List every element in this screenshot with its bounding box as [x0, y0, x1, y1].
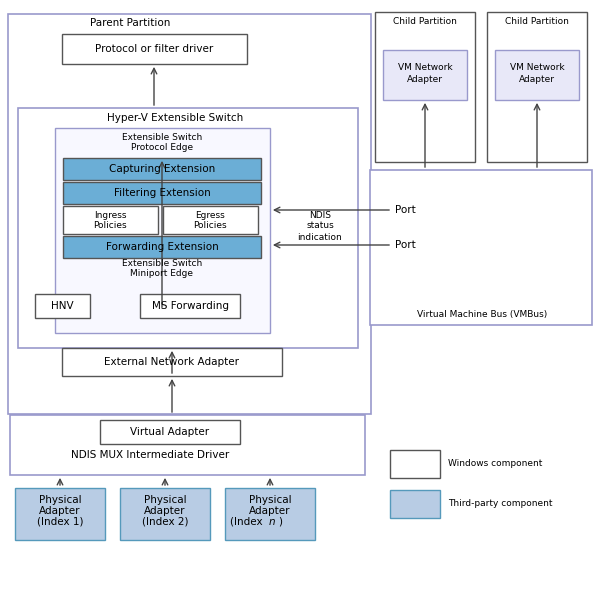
Bar [225, 488, 315, 540]
Text: Child Partition: Child Partition [505, 17, 569, 26]
Bar [63, 236, 261, 258]
Text: Extensible Switch: Extensible Switch [122, 260, 202, 269]
Bar [62, 34, 247, 64]
Text: NDIS MUX Intermediate Driver: NDIS MUX Intermediate Driver [71, 450, 229, 460]
Text: Virtual Adapter: Virtual Adapter [131, 427, 210, 437]
Text: Adapter: Adapter [40, 506, 81, 516]
Text: Physical: Physical [39, 495, 81, 505]
Text: MS Forwarding: MS Forwarding [152, 301, 228, 311]
Text: Miniport Edge: Miniport Edge [131, 269, 193, 278]
Text: Physical: Physical [144, 495, 186, 505]
Bar [35, 294, 90, 318]
Text: Port: Port [395, 205, 416, 215]
Text: NDIS: NDIS [309, 211, 331, 220]
Bar [140, 294, 240, 318]
Bar [18, 108, 358, 348]
Bar [8, 14, 371, 414]
Text: HNV: HNV [51, 301, 73, 311]
Bar [63, 182, 261, 204]
Text: Adapter: Adapter [249, 506, 291, 516]
Bar [55, 128, 270, 333]
Text: Adapter: Adapter [519, 75, 555, 85]
Text: Filtering Extension: Filtering Extension [114, 188, 210, 198]
Text: (Index: (Index [230, 517, 266, 527]
Text: Protocol or filter driver: Protocol or filter driver [95, 44, 213, 54]
Text: Adapter: Adapter [144, 506, 186, 516]
Text: indication: indication [298, 232, 343, 242]
Text: VM Network: VM Network [398, 63, 452, 72]
Text: External Network Adapter: External Network Adapter [104, 357, 240, 367]
Text: Ingress: Ingress [94, 211, 126, 220]
Text: Policies: Policies [193, 220, 227, 229]
Text: VM Network: VM Network [510, 63, 564, 72]
Bar [487, 12, 587, 162]
Text: n: n [269, 517, 276, 527]
Bar [62, 348, 282, 376]
Bar [100, 420, 240, 444]
Text: Protocol Edge: Protocol Edge [131, 143, 193, 152]
Bar [390, 490, 440, 518]
Bar [495, 50, 579, 100]
Text: status: status [306, 221, 334, 230]
Bar [120, 488, 210, 540]
Bar [63, 206, 158, 234]
Text: (Index 2): (Index 2) [142, 517, 188, 527]
Text: ): ) [278, 517, 282, 527]
Bar [390, 450, 440, 478]
Text: Virtual Machine Bus (VMBus): Virtual Machine Bus (VMBus) [417, 310, 547, 319]
Text: Egress: Egress [195, 211, 225, 220]
Bar [383, 50, 467, 100]
Bar [370, 170, 592, 325]
Text: Parent Partition: Parent Partition [90, 18, 170, 28]
Bar [375, 12, 475, 162]
Bar [10, 415, 365, 475]
Text: Forwarding Extension: Forwarding Extension [105, 242, 219, 252]
Text: Port: Port [395, 240, 416, 250]
Text: Adapter: Adapter [407, 75, 443, 85]
Bar [163, 206, 258, 234]
Bar [63, 158, 261, 180]
Text: Third-party component: Third-party component [448, 500, 552, 509]
Text: Child Partition: Child Partition [393, 17, 457, 26]
Text: (Index 1): (Index 1) [37, 517, 83, 527]
Text: Physical: Physical [249, 495, 291, 505]
Text: Policies: Policies [93, 220, 127, 229]
Bar [15, 488, 105, 540]
Text: Hyper-V Extensible Switch: Hyper-V Extensible Switch [107, 113, 243, 123]
Text: Extensible Switch: Extensible Switch [122, 134, 202, 143]
Text: Windows component: Windows component [448, 460, 542, 469]
Text: Capturing Extension: Capturing Extension [109, 164, 215, 174]
